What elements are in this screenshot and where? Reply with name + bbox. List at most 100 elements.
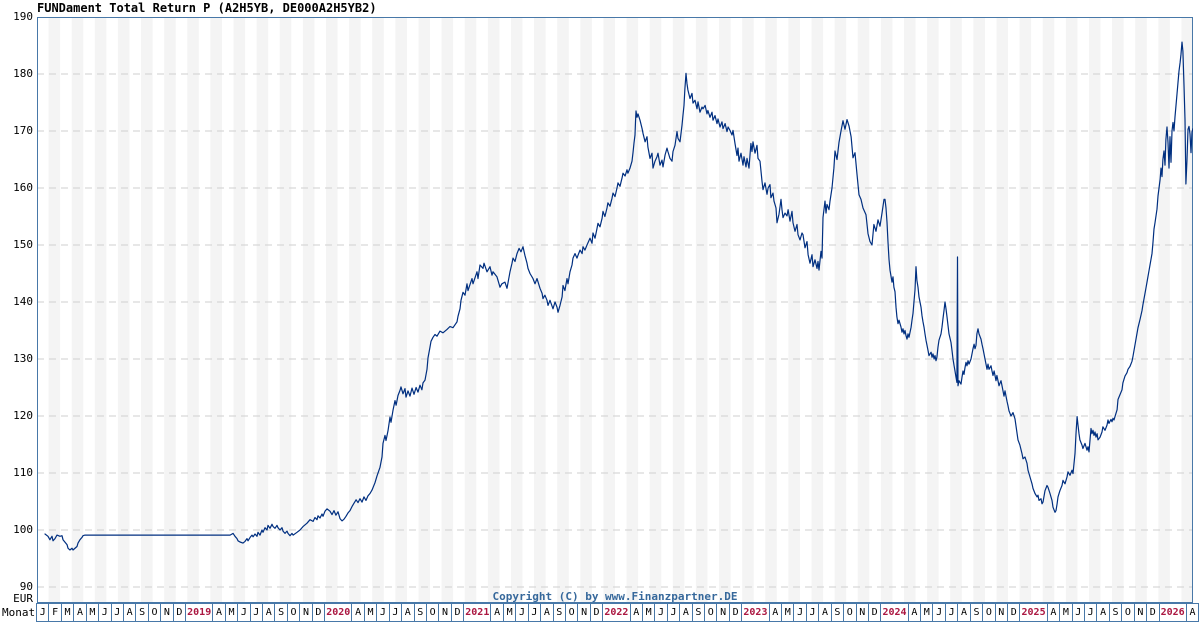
month-stripe	[973, 17, 985, 603]
month-cell: F	[48, 603, 62, 622]
month-cell: O	[425, 603, 440, 622]
month-cell: O	[564, 603, 579, 622]
month-cell: M	[1059, 603, 1073, 622]
y-tick-label: 120	[13, 409, 33, 422]
month-cell: N	[716, 603, 730, 622]
month-stripe	[695, 17, 708, 603]
month-stripe	[742, 17, 754, 603]
month-cell: J	[793, 603, 807, 622]
y-axis-unit-label: EUR	[13, 592, 33, 605]
month-cell: M	[920, 603, 934, 622]
plot-border	[37, 17, 1193, 603]
month-stripe	[256, 17, 269, 603]
month-cell: J	[110, 603, 124, 622]
month-cell: A	[1185, 603, 1200, 622]
price-chart	[37, 17, 1193, 603]
month-cell: M	[502, 603, 517, 622]
month-stripe	[1135, 17, 1147, 603]
month-cell: S	[969, 603, 984, 622]
month-cell: J	[249, 603, 264, 622]
y-tick-label: 160	[13, 181, 33, 194]
month-stripe	[672, 17, 685, 603]
month-stripe	[996, 17, 1009, 603]
month-cell: J	[944, 603, 959, 622]
month-cell: A	[768, 603, 782, 622]
year-cell: 2020	[324, 603, 353, 622]
month-cell: N	[160, 603, 174, 622]
y-tick-label: 150	[13, 238, 33, 251]
month-cell: J	[654, 603, 668, 622]
year-cell: 2024	[880, 603, 909, 622]
chart-plot-area	[37, 17, 1193, 603]
month-stripe	[1158, 17, 1170, 603]
month-stripe	[349, 17, 361, 603]
month-cell: A	[212, 603, 226, 622]
x-axis-label: Monat	[2, 606, 36, 619]
month-cell: J	[388, 603, 403, 622]
month-axis: J F M A M J J A S O N D 2019 A M J J A S O N D 2020 A M J J A S O N D 20…	[36, 603, 1200, 622]
month-cell: S	[552, 603, 566, 622]
month-cell: J	[515, 603, 529, 622]
month-cell: A	[73, 603, 87, 622]
month-cell: J	[666, 603, 681, 622]
month-cell: D	[1146, 603, 1160, 622]
month-stripe	[326, 17, 338, 603]
month-stripe	[302, 17, 315, 603]
month-stripe	[48, 17, 61, 603]
month-stripe	[1112, 17, 1124, 603]
month-cell: M	[781, 603, 795, 622]
month-cell: A	[490, 603, 504, 622]
month-stripe	[927, 17, 939, 603]
month-stripe	[788, 17, 800, 603]
copyright-notice: Copyright (C) by www.Finanzpartner.DE	[492, 590, 738, 603]
month-cell: A	[818, 603, 832, 622]
month-cell: A	[907, 603, 922, 622]
month-cell: M	[85, 603, 100, 622]
month-stripe	[603, 17, 615, 603]
month-cell: D	[1007, 603, 1021, 622]
month-stripe	[487, 17, 500, 603]
month-cell: S	[1108, 603, 1123, 622]
month-cell: M	[60, 603, 75, 622]
month-cell: A	[122, 603, 137, 622]
month-cell: A	[351, 603, 365, 622]
month-cell: N	[438, 603, 452, 622]
y-tick-label: 130	[13, 352, 33, 365]
year-cell: 2022	[602, 603, 631, 622]
month-stripe	[395, 17, 407, 603]
month-cell: A	[679, 603, 693, 622]
year-cell: 2025	[1019, 603, 1048, 622]
month-cell: A	[957, 603, 971, 622]
month-stripe	[372, 17, 384, 603]
month-stripe	[117, 17, 130, 603]
month-cell: J	[527, 603, 542, 622]
month-stripe	[464, 17, 477, 603]
month-cell: O	[982, 603, 996, 622]
month-cell: N	[1133, 603, 1148, 622]
month-stripe	[834, 17, 847, 603]
price-line	[44, 41, 1193, 551]
month-cell: A	[1046, 603, 1061, 622]
month-cell: D	[728, 603, 743, 622]
month-stripe	[510, 17, 523, 603]
month-cell: J	[1083, 603, 1098, 622]
month-cell: D	[450, 603, 465, 622]
month-stripe	[1181, 17, 1193, 603]
month-cell: O	[286, 603, 301, 622]
month-cell: J	[805, 603, 820, 622]
year-cell: 2023	[741, 603, 770, 622]
month-stripe	[811, 17, 824, 603]
month-cell: D	[589, 603, 604, 622]
month-cell: O	[147, 603, 162, 622]
month-stripe	[1088, 17, 1101, 603]
y-tick-label: 140	[13, 295, 33, 308]
month-cell: M	[224, 603, 239, 622]
month-stripe	[580, 17, 592, 603]
month-cell: S	[135, 603, 149, 622]
month-cell: J	[932, 603, 946, 622]
year-cell: 2019	[185, 603, 214, 622]
month-stripe	[94, 17, 107, 603]
month-stripe	[210, 17, 222, 603]
month-stripe	[164, 17, 176, 603]
